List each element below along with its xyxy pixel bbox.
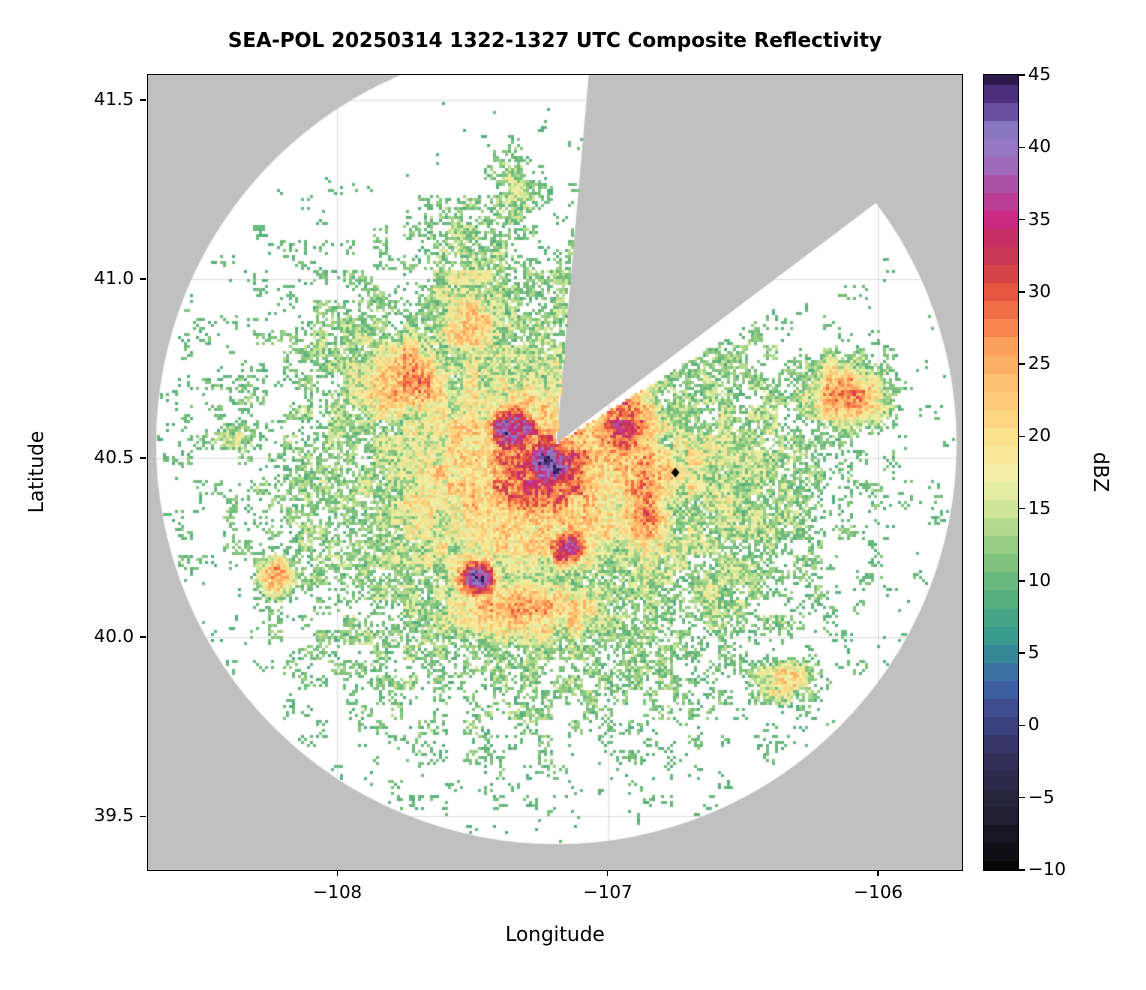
colorbar-tick-mark bbox=[1019, 435, 1025, 438]
plot-area bbox=[147, 74, 963, 871]
colorbar-tick-label: 20 bbox=[1028, 425, 1051, 447]
colorbar-tick-label: −5 bbox=[1028, 786, 1055, 808]
y-tick-label: 40.0 bbox=[93, 626, 134, 648]
x-tick-label: −107 bbox=[582, 882, 633, 903]
y-tick-mark bbox=[140, 815, 146, 818]
colorbar-tick-mark bbox=[1019, 291, 1025, 293]
colorbar-tick-mark bbox=[1019, 796, 1025, 799]
colorbar-tick-mark bbox=[1019, 507, 1025, 510]
chart-title: SEA-POL 20250314 1322-1327 UTC Composite… bbox=[228, 28, 882, 52]
colorbar-tick-label: −10 bbox=[1028, 859, 1066, 880]
colorbar-tick-mark bbox=[1019, 869, 1025, 871]
x-tick-label: −108 bbox=[312, 882, 363, 903]
y-tick-mark bbox=[140, 457, 146, 459]
colorbar-tick-mark bbox=[1019, 146, 1025, 149]
x-tick-mark bbox=[336, 870, 339, 876]
colorbar-tick-mark bbox=[1019, 74, 1025, 76]
colorbar-tick-label: 30 bbox=[1028, 280, 1051, 302]
colorbar-tick-mark bbox=[1019, 363, 1025, 365]
colorbar-tick-mark bbox=[1019, 218, 1025, 221]
x-tick-mark bbox=[606, 870, 609, 876]
colorbar-tick-label: 10 bbox=[1028, 569, 1051, 591]
colorbar-tick-label: 5 bbox=[1028, 642, 1040, 664]
colorbar-tick-mark bbox=[1019, 580, 1025, 582]
y-tick-mark bbox=[140, 636, 146, 638]
y-tick-label: 41.0 bbox=[93, 268, 134, 290]
colorbar-label: dBZ bbox=[1089, 451, 1113, 493]
radar-ppi-canvas bbox=[148, 75, 962, 870]
x-tick-label: −106 bbox=[853, 882, 903, 903]
y-tick-label: 40.5 bbox=[93, 447, 134, 469]
x-axis-label: Longitude bbox=[505, 922, 605, 946]
y-tick-label: 41.5 bbox=[93, 89, 134, 111]
colorbar bbox=[983, 74, 1019, 871]
colorbar-tick-label: 45 bbox=[1028, 64, 1051, 85]
colorbar-tick-label: 35 bbox=[1028, 208, 1051, 230]
y-tick-label: 39.5 bbox=[93, 805, 134, 827]
colorbar-tick-label: 15 bbox=[1028, 497, 1051, 519]
colorbar-tick-label: 0 bbox=[1028, 714, 1040, 736]
colorbar-tick-label: 40 bbox=[1028, 136, 1051, 158]
y-tick-mark bbox=[140, 278, 146, 280]
colorbar-tick-mark bbox=[1019, 652, 1025, 654]
x-tick-mark bbox=[877, 870, 879, 876]
colorbar-tick-mark bbox=[1019, 724, 1025, 727]
y-tick-mark bbox=[140, 99, 146, 101]
colorbar-gradient-canvas bbox=[984, 75, 1018, 870]
colorbar-tick-label: 25 bbox=[1028, 353, 1051, 375]
y-axis-label: Latitude bbox=[24, 430, 48, 514]
